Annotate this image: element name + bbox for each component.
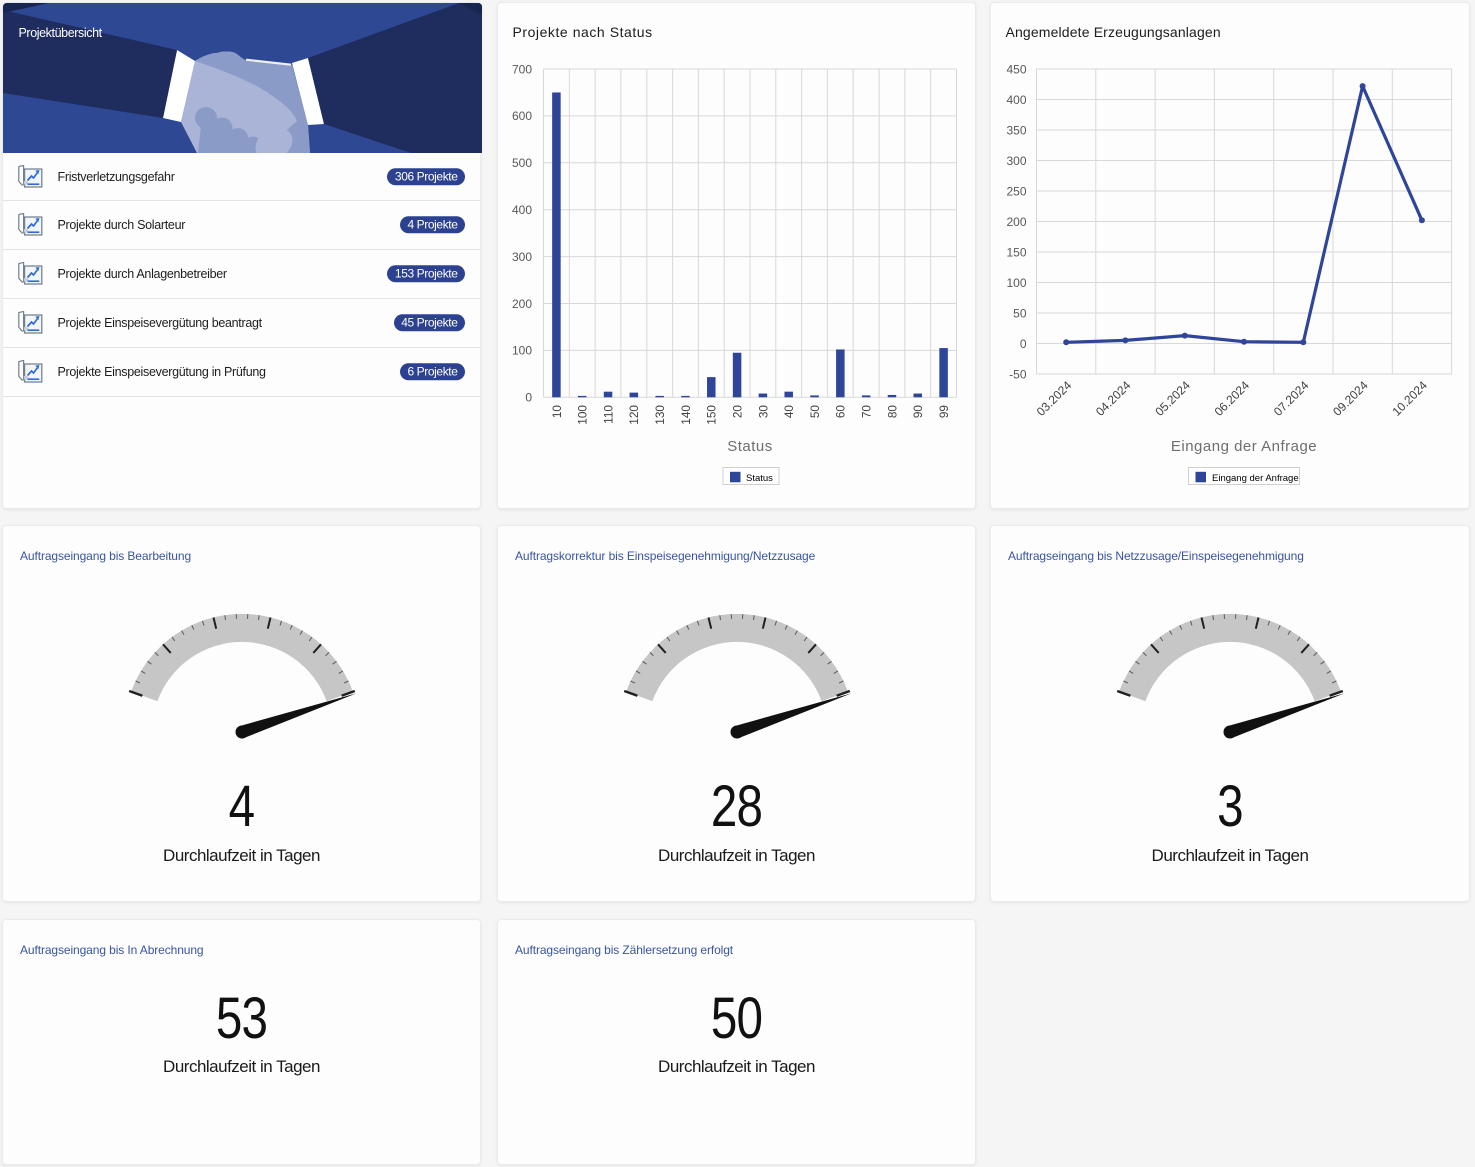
svg-text:600: 600 <box>512 109 532 123</box>
svg-text:30: 30 <box>756 405 770 419</box>
svg-text:120: 120 <box>627 405 641 425</box>
svg-text:10.2024: 10.2024 <box>1389 378 1430 419</box>
svg-text:100: 100 <box>1006 276 1026 290</box>
svg-text:70: 70 <box>860 405 874 419</box>
svg-text:-50: -50 <box>1009 367 1027 381</box>
svg-text:20: 20 <box>730 405 744 419</box>
svg-text:60: 60 <box>834 405 848 419</box>
svg-text:99: 99 <box>937 405 951 418</box>
svg-text:300: 300 <box>1006 154 1026 168</box>
svg-text:130: 130 <box>653 405 667 425</box>
svg-text:Eingang der Anfrage: Eingang der Anfrage <box>1212 473 1299 484</box>
svg-text:450: 450 <box>1006 62 1026 76</box>
svg-text:09.2024: 09.2024 <box>1330 378 1371 419</box>
svg-text:350: 350 <box>1006 123 1026 137</box>
svg-text:140: 140 <box>679 405 693 425</box>
svg-text:0: 0 <box>1020 337 1027 351</box>
svg-text:500: 500 <box>512 156 532 170</box>
svg-text:80: 80 <box>885 405 899 419</box>
svg-text:400: 400 <box>512 203 532 217</box>
svg-text:03.2024: 03.2024 <box>1034 378 1075 419</box>
svg-text:100: 100 <box>576 405 590 425</box>
svg-text:250: 250 <box>1006 184 1026 198</box>
svg-text:10: 10 <box>550 405 564 419</box>
svg-text:700: 700 <box>512 62 532 76</box>
svg-text:300: 300 <box>512 250 532 264</box>
svg-text:400: 400 <box>1006 93 1026 107</box>
svg-text:0: 0 <box>525 391 532 405</box>
svg-text:50: 50 <box>808 405 822 419</box>
svg-text:110: 110 <box>601 405 615 424</box>
svg-text:05.2024: 05.2024 <box>1152 378 1193 419</box>
svg-text:07.2024: 07.2024 <box>1271 378 1312 419</box>
svg-text:150: 150 <box>1006 245 1026 259</box>
svg-text:90: 90 <box>911 405 925 419</box>
svg-text:06.2024: 06.2024 <box>1212 378 1253 419</box>
svg-text:Status: Status <box>727 438 773 455</box>
svg-text:40: 40 <box>782 405 796 419</box>
svg-text:100: 100 <box>512 344 532 358</box>
svg-text:50: 50 <box>1013 306 1027 320</box>
svg-text:200: 200 <box>512 297 532 311</box>
svg-text:Eingang der Anfrage: Eingang der Anfrage <box>1171 438 1317 455</box>
svg-text:150: 150 <box>705 405 719 425</box>
svg-text:200: 200 <box>1006 215 1026 229</box>
svg-text:04.2024: 04.2024 <box>1093 378 1134 419</box>
svg-text:Status: Status <box>746 473 773 484</box>
